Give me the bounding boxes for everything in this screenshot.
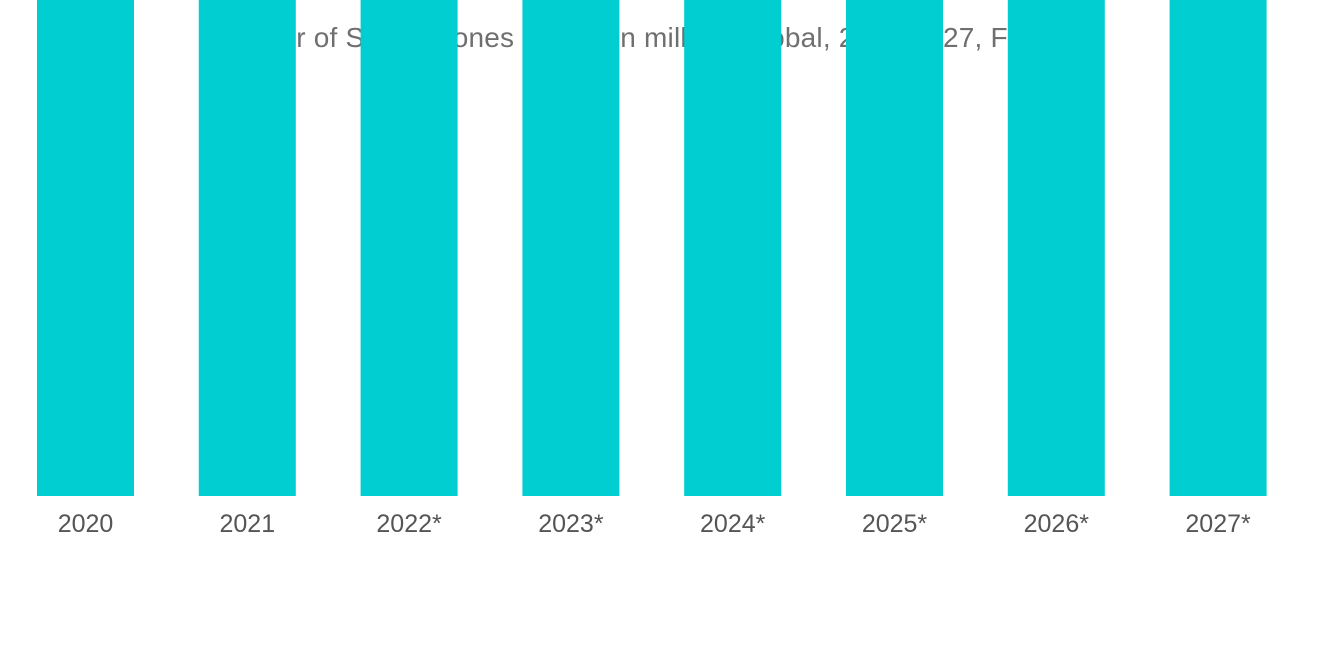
bar-2024-forecast — [684, 0, 782, 496]
x-tick-label: 2023* — [538, 510, 604, 538]
x-tick-label: 2027* — [1185, 510, 1251, 538]
bar-2027-forecast — [1169, 0, 1267, 496]
bar-2020 — [37, 0, 134, 496]
bar-2022-forecast — [360, 0, 458, 496]
bar-2023-forecast — [522, 0, 620, 496]
chart-title: Number of Smartphones Users, In million,… — [204, 22, 1101, 53]
bar-2025-forecast — [846, 0, 943, 496]
x-tick-label: 2022* — [376, 510, 442, 538]
x-axis-ticks: 2020 2021 2022* 2023* 2024* 2025* 2026* 2027* — [58, 510, 1251, 538]
x-tick-label: 2025* — [862, 510, 928, 538]
x-tick-label: 2026* — [1024, 510, 1090, 538]
bar-2026-forecast — [1007, 0, 1105, 497]
x-tick-label: 2021 — [219, 510, 275, 538]
x-tick-label: 2024* — [700, 510, 766, 538]
bar-2021 — [198, 0, 296, 497]
bars-group — [37, 0, 1267, 497]
x-tick-label: 2020 — [58, 510, 114, 538]
